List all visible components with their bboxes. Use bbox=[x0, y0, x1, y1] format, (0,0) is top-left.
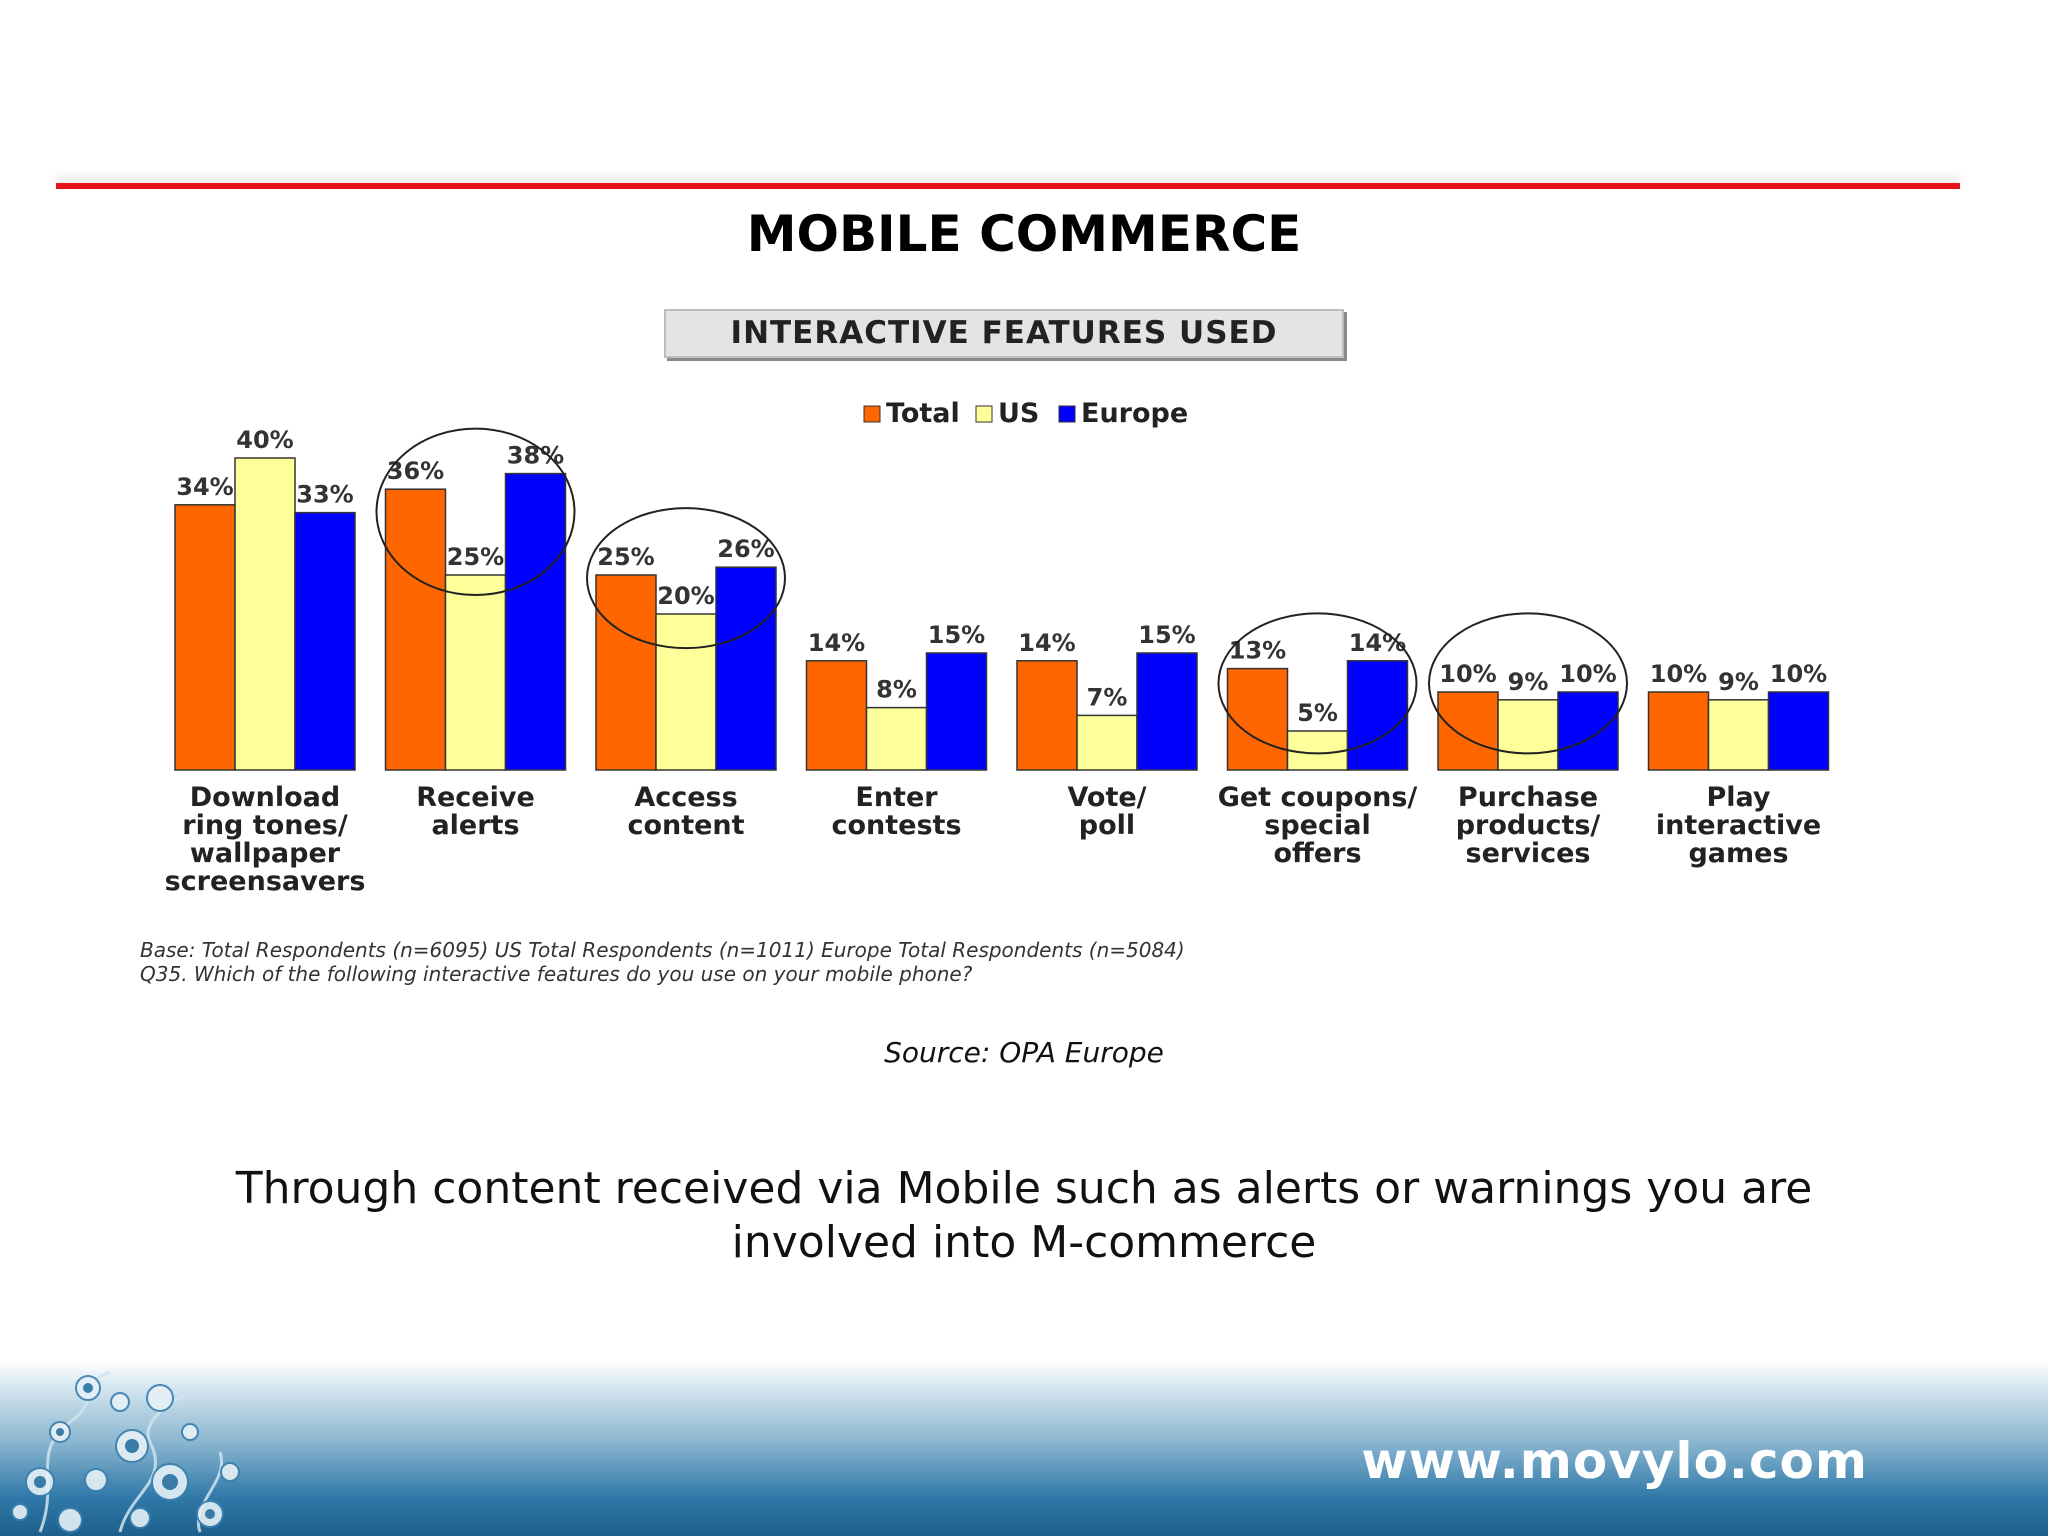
base-note: Base: Total Respondents (n=6095) US Tota… bbox=[140, 938, 1185, 962]
data-label-3-2: 15% bbox=[928, 621, 985, 649]
data-label-2-2: 26% bbox=[717, 535, 774, 563]
chart-data-labels: 34%40%33%36%25%38%25%20%26%14%8%15% 14%7%… bbox=[176, 426, 1827, 727]
bar-3-2 bbox=[925, 652, 988, 771]
chart-bars bbox=[174, 457, 1830, 771]
legend-label-2: Europe bbox=[1081, 398, 1188, 429]
data-label-0-0: 34% bbox=[176, 473, 233, 501]
chart-category-labels: Download ring tones/wallpaper screensavers… bbox=[165, 782, 1822, 897]
bar-2-0 bbox=[595, 574, 657, 771]
data-label-4-1: 7% bbox=[1087, 683, 1128, 711]
data-label-0-2: 33% bbox=[296, 481, 353, 509]
legend-label-1: US bbox=[998, 398, 1039, 429]
legend-swatch-2 bbox=[1058, 405, 1076, 423]
question-note: Q35. Which of the following interactive … bbox=[140, 962, 973, 986]
category-label-3: Enter contests bbox=[831, 782, 961, 841]
bar-6-2 bbox=[1557, 691, 1619, 771]
data-label-7-1: 9% bbox=[1718, 668, 1759, 696]
category-label-0: Download ring tones/wallpaper screensavers bbox=[165, 782, 366, 897]
chart-legend: Total US Europe bbox=[863, 398, 1188, 429]
bar-4-0 bbox=[1016, 660, 1078, 771]
legend-label-0: Total bbox=[886, 398, 960, 429]
bar-chart: Total US Europe 34%40%33%36%25%38%25%20%26… bbox=[165, 398, 1830, 897]
category-label-2: Access content bbox=[627, 782, 744, 841]
category-label-7: Play interactive games bbox=[1656, 782, 1821, 869]
data-label-3-1: 8% bbox=[876, 676, 917, 704]
data-label-1-1: 25% bbox=[447, 543, 504, 571]
data-label-3-0: 14% bbox=[808, 629, 865, 657]
bar-2-1 bbox=[655, 613, 717, 771]
chart-title-box: INTERACTIVE FEATURES USED bbox=[664, 309, 1344, 358]
bar-3-0 bbox=[805, 660, 868, 771]
bar-5-0 bbox=[1226, 667, 1289, 771]
data-label-7-0: 10% bbox=[1650, 660, 1707, 688]
source-note: Source: OPA Europe bbox=[884, 1036, 1164, 1069]
bar-3-1 bbox=[865, 706, 928, 771]
title-rule bbox=[56, 183, 1960, 189]
caption-text: Through content received via Mobile such… bbox=[120, 1162, 1928, 1270]
bubble-decoration-icon bbox=[11, 1370, 240, 1533]
bar-0-0 bbox=[174, 504, 236, 771]
data-label-6-0: 10% bbox=[1439, 660, 1496, 688]
highlight-circles bbox=[375, 427, 1628, 755]
bar-5-2 bbox=[1346, 660, 1409, 771]
data-label-0-1: 40% bbox=[236, 426, 293, 454]
bar-1-0 bbox=[384, 488, 447, 771]
data-label-2-1: 20% bbox=[657, 582, 714, 610]
legend-swatch-1 bbox=[975, 405, 993, 423]
bar-6-1 bbox=[1497, 699, 1559, 771]
category-label-4: Vote/poll bbox=[1067, 782, 1146, 841]
bar-1-1 bbox=[444, 574, 507, 771]
highlight-circle-6 bbox=[1428, 612, 1628, 755]
data-label-5-1: 5% bbox=[1297, 699, 1338, 727]
data-label-7-2: 10% bbox=[1770, 660, 1827, 688]
slide-title: MOBILE COMMERCE bbox=[746, 205, 1302, 263]
bar-2-2 bbox=[715, 566, 777, 771]
highlight-circle-2 bbox=[586, 507, 786, 650]
caption-line-1: Through content received via Mobile such… bbox=[235, 1163, 1813, 1214]
bar-4-2 bbox=[1136, 652, 1198, 771]
category-label-5: Get coupons/special offers bbox=[1218, 782, 1418, 869]
caption-line-2: involved into M-commerce bbox=[731, 1217, 1317, 1268]
bar-1-2 bbox=[504, 472, 567, 771]
bar-0-2 bbox=[294, 511, 356, 771]
bar-0-1 bbox=[234, 457, 296, 771]
highlight-circle-1 bbox=[375, 427, 576, 596]
footer-url: www.movylo.com bbox=[1361, 1432, 1868, 1490]
data-label-6-2: 10% bbox=[1559, 660, 1616, 688]
bar-5-1 bbox=[1286, 730, 1349, 771]
category-label-6: Purchase products/services bbox=[1456, 782, 1601, 869]
data-label-4-2: 15% bbox=[1138, 621, 1195, 649]
bar-7-1 bbox=[1707, 699, 1770, 771]
legend-swatch-0 bbox=[863, 405, 881, 423]
bar-7-2 bbox=[1767, 691, 1830, 771]
data-label-2-0: 25% bbox=[597, 543, 654, 571]
footer-band bbox=[0, 1362, 2048, 1536]
bar-4-1 bbox=[1076, 714, 1138, 771]
highlight-circle-5 bbox=[1217, 612, 1418, 755]
bar-7-0 bbox=[1647, 691, 1710, 771]
data-label-6-1: 9% bbox=[1508, 668, 1549, 696]
data-label-4-0: 14% bbox=[1018, 629, 1075, 657]
data-label-5-0: 13% bbox=[1229, 637, 1286, 665]
category-label-1: Receive alerts bbox=[416, 782, 535, 841]
data-label-5-2: 14% bbox=[1349, 629, 1406, 657]
bar-6-0 bbox=[1437, 691, 1499, 771]
